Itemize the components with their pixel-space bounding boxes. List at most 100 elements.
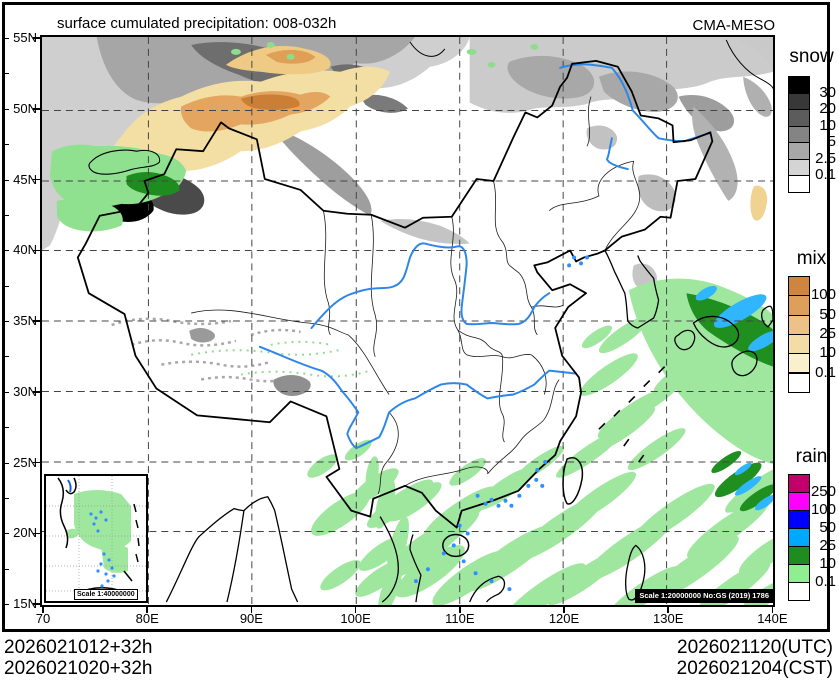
legend-snow-title: snow (789, 46, 834, 67)
lat-axis-tick (33, 320, 40, 322)
lon-label-120E: 120E (548, 611, 580, 626)
hainan-coast (442, 533, 470, 558)
legend-rain-tick-25: 25 (819, 537, 836, 554)
lat-label-15N: 15N (13, 596, 37, 611)
outer-frame-minor-tick (5, 427, 9, 429)
rain-dots (413, 255, 590, 592)
legend-snow-swatch-2 (788, 109, 810, 127)
legend-rain-swatch-2 (788, 510, 810, 529)
outer-frame-minor-tick (5, 462, 9, 464)
lon-axis-tick (771, 607, 774, 613)
lat-label-30N: 30N (13, 383, 37, 399)
lat-label-55N: 55N (13, 30, 37, 45)
lon-label-140E: 140E (757, 611, 788, 626)
plot-title: surface cumulated precipitation: 008-032… (57, 15, 337, 32)
lat-label-40N: 40N (13, 242, 37, 258)
outer-frame-minor-tick (5, 214, 9, 216)
ryukyu-dashes (598, 366, 666, 463)
legend-rain-tick-50: 50 (819, 519, 836, 536)
legend-rain-tick-250: 250 (810, 483, 836, 500)
lat-axis-tick (33, 37, 40, 39)
legend-mix-tick-0.1: 0.1 (815, 363, 836, 381)
legend-rain-swatch-1 (788, 492, 810, 511)
outer-frame-minor-tick (5, 497, 9, 499)
scale-note: Scale 1:20000000 No:GS (2019) 1786 (635, 589, 773, 603)
outer-frame-minor-tick (5, 179, 9, 181)
lat-axis-tick (33, 249, 40, 251)
yangtze-river (258, 345, 578, 450)
lon-axis-tick (354, 607, 357, 613)
japan-islands (674, 329, 696, 351)
legend-mix-tick-50: 50 (819, 305, 836, 323)
lat-label-45N: 45N (13, 171, 37, 187)
outer-frame-minor-tick (5, 604, 9, 605)
legend-mix-swatch-5 (788, 372, 810, 393)
bengal-coast (165, 508, 245, 603)
legend-snow-tick-30: 30 (819, 83, 836, 101)
lat-label-20N: 20N (13, 525, 37, 541)
outer-frame-minor-tick (5, 108, 9, 110)
coastlines (88, 39, 773, 603)
inset-river (67, 479, 72, 493)
lat-label-35N: 35N (13, 313, 37, 328)
lon-label-70: 70 (35, 611, 51, 626)
tarim-lake-ring (88, 149, 161, 175)
outer-frame-minor-tick (5, 144, 9, 146)
outer-frame-minor-tick (5, 356, 9, 358)
legend-mix-tick-10: 10 (819, 344, 836, 362)
lon-label-80E: 80E (135, 611, 159, 626)
footer-valid-utc: 2026021120(UTC) (677, 637, 833, 658)
model-label: CMA-MESO (692, 17, 776, 34)
lon-label-130E: 130E (653, 611, 684, 626)
lon-axis-tick (667, 607, 669, 613)
lat-axis-tick (33, 108, 40, 110)
inset-map: Scale 1:40000000 (44, 474, 148, 603)
footer-init-cst: 2026021020+32h (4, 658, 153, 679)
outer-frame-minor-tick (5, 38, 9, 39)
legend-snow-swatch-5 (788, 158, 810, 176)
legend-snow-tick-2.5: 2.5 (815, 149, 836, 167)
outer-frame-minor-tick (5, 73, 9, 75)
legend-snow-swatch-3 (788, 125, 810, 143)
lon-axis-tick (250, 607, 253, 613)
legend-snow-tick-0.1: 0.1 (815, 166, 836, 183)
lat-label-25N: 25N (13, 454, 37, 470)
lat-axis-tick (33, 532, 40, 534)
province-borders (191, 96, 641, 494)
legend-snow-swatch-1 (788, 92, 810, 110)
legend-rain-tick-10: 10 (819, 555, 836, 572)
precipitation-map (42, 37, 773, 605)
outer-frame-minor-tick (5, 250, 9, 252)
lon-axis-tick (42, 607, 44, 613)
outer-frame-minor-tick (5, 391, 9, 393)
indochina-coast (409, 534, 422, 603)
lat-axis-tick (33, 178, 40, 181)
lon-axis-tick (146, 607, 148, 613)
lat-axis-tick (33, 391, 40, 393)
lat-axis-tick (33, 603, 40, 605)
legend-rain-tick-0.1: 0.1 (815, 573, 836, 590)
map-frame: Scale 1:40000000 (40, 35, 775, 607)
legend-rain-swatch-3 (788, 528, 810, 547)
legend-mix-swatch-4 (788, 353, 810, 374)
lon-label-110E: 110E (445, 611, 475, 626)
footer-init-utc: 2026021012+32h (4, 637, 153, 658)
legend-mix-swatch-0 (788, 276, 810, 297)
outer-frame-minor-tick (5, 533, 9, 535)
legend-mix-tick-25: 25 (819, 324, 836, 342)
yellow-river (310, 242, 551, 329)
lat-axis-tick (33, 461, 40, 464)
legend-snow-tick-20: 20 (819, 100, 836, 117)
legend-snow-tick-10: 10 (819, 116, 836, 134)
tatar-coast (725, 39, 773, 89)
luzon-coast (625, 544, 646, 601)
lon-label-90E: 90E (239, 611, 263, 626)
country-borders (76, 59, 714, 529)
baikal-arc (409, 41, 446, 57)
legend-snow-swatch-6 (788, 175, 810, 193)
legend-rain-tick-100: 100 (810, 501, 836, 518)
legend-mix-title: mix (796, 248, 827, 269)
legend-mix-swatch-1 (788, 295, 810, 316)
lon-label-100E: 100E (340, 611, 371, 626)
